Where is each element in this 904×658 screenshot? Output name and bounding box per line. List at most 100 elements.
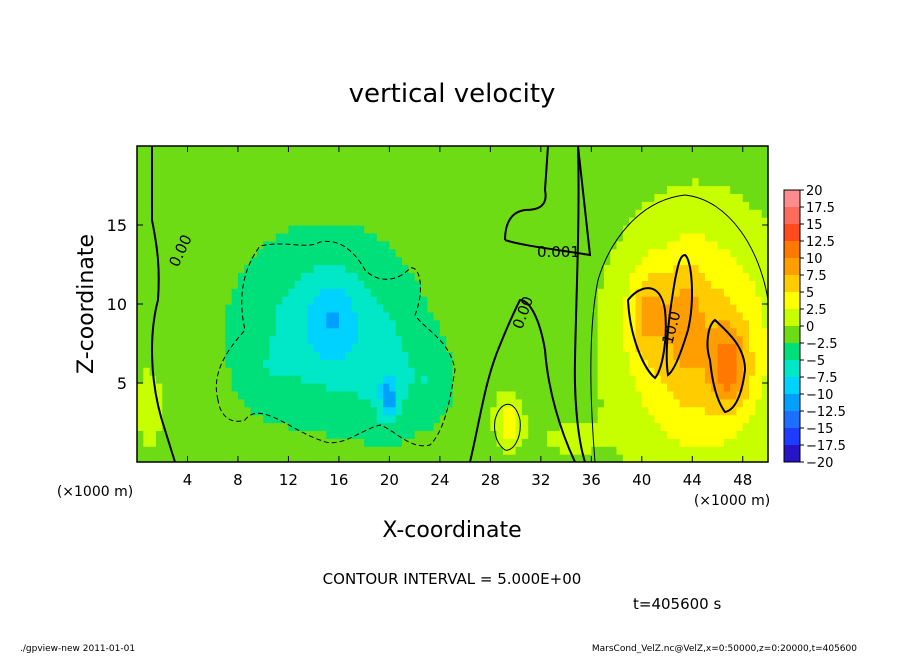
heatmap-cell — [490, 383, 498, 392]
heatmap-cell — [351, 430, 359, 439]
heatmap-cell — [307, 446, 315, 455]
heatmap-cell — [673, 248, 681, 258]
heatmap-cell — [206, 288, 214, 297]
heatmap-cell — [547, 351, 555, 360]
heatmap-cell — [717, 209, 725, 218]
heatmap-cell — [256, 359, 264, 368]
heatmap-cell — [389, 177, 397, 187]
heatmap-cell — [357, 422, 365, 431]
heatmap-cell — [597, 169, 605, 179]
heatmap-cell — [692, 375, 700, 384]
heatmap-cell — [755, 177, 763, 187]
heatmap-cell — [755, 383, 763, 392]
heatmap-cell — [237, 311, 245, 321]
heatmap-cell — [244, 161, 252, 171]
heatmap-cell — [263, 430, 271, 439]
heatmap-cell — [376, 414, 384, 424]
heatmap-cell — [370, 311, 378, 321]
heatmap-cell — [597, 422, 605, 431]
heatmap-cell — [521, 169, 529, 179]
heatmap-cell — [502, 201, 510, 210]
heatmap-cell — [667, 446, 674, 455]
heatmap-cell — [402, 446, 409, 455]
heatmap-cell — [648, 272, 656, 281]
heatmap-cell — [648, 177, 656, 187]
heatmap-cell — [389, 193, 397, 202]
heatmap-cell — [496, 217, 504, 226]
heatmap-cell — [496, 161, 504, 171]
heatmap-cell — [717, 256, 725, 266]
heatmap-cell — [622, 343, 630, 352]
heatmap-cell — [414, 288, 422, 297]
heatmap-cell — [408, 311, 416, 321]
heatmap-cell — [490, 217, 498, 226]
heatmap-cell — [212, 225, 220, 234]
heatmap-cell — [326, 383, 334, 392]
heatmap-cell — [685, 146, 693, 155]
heatmap-cell — [307, 264, 315, 273]
heatmap-cell — [490, 304, 498, 313]
heatmap-cell — [237, 390, 245, 400]
heatmap-cell — [616, 248, 624, 258]
heatmap-cell — [282, 390, 290, 400]
heatmap-cell — [578, 438, 586, 447]
heatmap-cell — [654, 272, 662, 281]
heatmap-cell — [685, 209, 693, 218]
heatmap-cell — [465, 256, 473, 266]
heatmap-cell — [515, 311, 523, 321]
heatmap-cell — [275, 185, 283, 194]
heatmap-cell — [654, 335, 662, 345]
heatmap-cell — [168, 248, 176, 258]
heatmap-cell — [698, 367, 706, 376]
colorbar-label: 7.5 — [806, 269, 827, 284]
heatmap-cell — [269, 438, 277, 447]
heatmap-cell — [761, 264, 768, 273]
heatmap-cell — [275, 169, 283, 179]
heatmap-cell — [370, 454, 378, 462]
heatmap-cell — [427, 225, 435, 234]
heatmap-cell — [389, 232, 397, 242]
heatmap-cell — [597, 359, 605, 368]
heatmap-cell — [692, 153, 700, 163]
heatmap-cell — [465, 232, 473, 242]
heatmap-cell — [446, 383, 454, 392]
heatmap-cell — [383, 430, 390, 439]
heatmap-cell — [635, 217, 643, 226]
heatmap-cell — [420, 430, 428, 439]
heatmap-cell — [174, 398, 182, 408]
heatmap-cell — [534, 153, 542, 163]
heatmap-cell — [521, 248, 529, 258]
heatmap-cell — [458, 398, 466, 408]
heatmap-cell — [174, 343, 182, 352]
heatmap-cell — [585, 367, 592, 376]
heatmap-cell — [742, 232, 750, 242]
heatmap-cell — [622, 398, 630, 408]
heatmap-cell — [370, 161, 378, 171]
heatmap-cell — [730, 153, 738, 163]
heatmap-cell — [275, 177, 283, 187]
heatmap-cell — [458, 185, 466, 194]
heatmap-cell — [585, 430, 592, 439]
heatmap-cell — [155, 225, 163, 234]
heatmap-cell — [484, 414, 491, 424]
heatmap-cell — [414, 272, 422, 281]
heatmap-cell — [534, 446, 542, 455]
heatmap-cell — [282, 422, 290, 431]
heatmap-cell — [174, 351, 182, 360]
heatmap-cell — [540, 454, 548, 462]
heatmap-cell — [761, 153, 768, 163]
heatmap-cell — [730, 406, 738, 416]
colorbar-swatch — [784, 343, 800, 360]
heatmap-cell — [711, 414, 719, 424]
heatmap-cell — [496, 359, 504, 368]
heatmap-cell — [174, 304, 182, 313]
heatmap-cell — [603, 446, 611, 455]
heatmap-cell — [591, 256, 599, 266]
heatmap-cell — [427, 351, 435, 360]
heatmap-cell — [162, 383, 170, 392]
heatmap-cell — [572, 225, 580, 234]
heatmap-cell — [439, 280, 447, 289]
heatmap-cell — [736, 296, 744, 305]
heatmap-cell — [742, 390, 750, 400]
